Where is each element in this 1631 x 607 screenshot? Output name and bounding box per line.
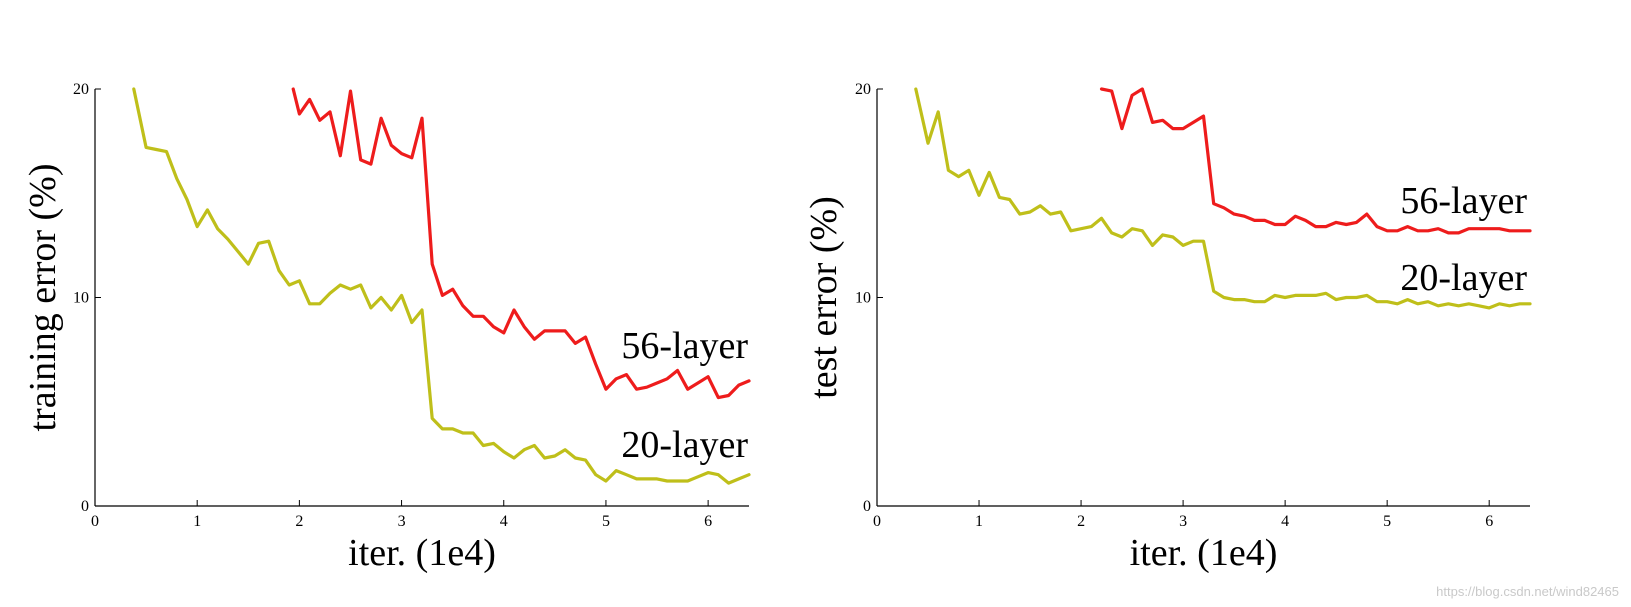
x-tick-label: 5 xyxy=(602,513,610,530)
legend-label-20-layer: 20-layer xyxy=(621,424,748,466)
x-tick-label: 4 xyxy=(1281,513,1289,530)
legend-label-20-layer: 20-layer xyxy=(1400,257,1527,299)
y-tick-label: 20 xyxy=(73,81,89,98)
x-tick-label: 4 xyxy=(500,513,508,530)
x-tick-label: 3 xyxy=(1179,513,1187,530)
x-tick-label: 6 xyxy=(1485,513,1493,530)
x-tick-label: 1 xyxy=(975,513,983,530)
y-axis-title: training error (%) xyxy=(22,164,64,432)
x-tick-label: 6 xyxy=(704,513,712,530)
x-tick-label: 0 xyxy=(873,513,881,530)
x-axis-title: iter. (1e4) xyxy=(1130,532,1278,574)
y-tick-label: 10 xyxy=(855,290,871,307)
training-error-panel: 0 1 2 3 4 5 6 0 10 20 iter. (1e4) training error (%… xyxy=(22,81,751,574)
series-line-20-layer xyxy=(914,87,1532,310)
x-tick-label: 3 xyxy=(398,513,406,530)
x-tick-label: 2 xyxy=(1077,513,1085,530)
x-tick-label: 5 xyxy=(1383,513,1391,530)
y-tick-label: 0 xyxy=(863,498,871,515)
legend-label-56-layer: 56-layer xyxy=(621,325,748,367)
watermark: https://blog.csdn.net/wind82465 xyxy=(1436,584,1619,599)
x-tick-label: 2 xyxy=(295,513,303,530)
test-error-panel: 0 1 2 3 4 5 6 0 10 20 iter. (1e4) test error (%) 56-… xyxy=(803,81,1532,574)
y-tick-label: 10 xyxy=(73,290,89,307)
series-line-56-layer xyxy=(1099,87,1532,235)
series-line-56-layer xyxy=(291,87,751,400)
series-line-20-layer xyxy=(132,87,751,485)
legend-label-56-layer: 56-layer xyxy=(1400,180,1527,222)
x-axis-title: iter. (1e4) xyxy=(348,532,496,574)
y-tick-label: 20 xyxy=(855,81,871,98)
x-tick-label: 0 xyxy=(91,513,99,530)
x-tick-label: 1 xyxy=(193,513,201,530)
y-tick-label: 0 xyxy=(81,498,89,515)
y-axis-title: test error (%) xyxy=(803,196,845,399)
